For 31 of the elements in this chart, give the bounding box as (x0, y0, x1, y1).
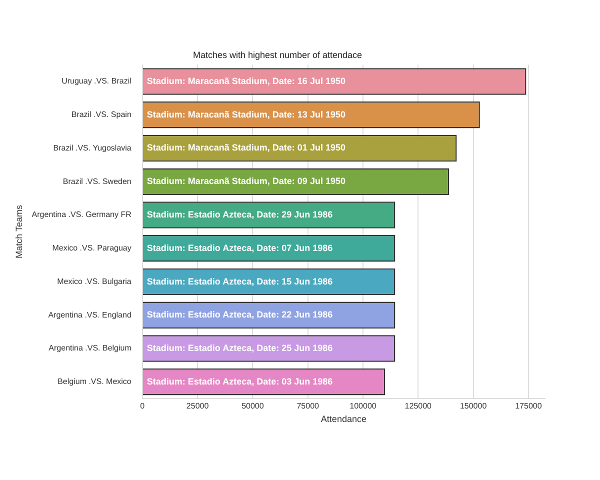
data-label: Stadium: Maracanã Stadium, Date: 13 Jul 1950 (146, 109, 346, 120)
y-tick-label: Uruguay .VS. Brazil (62, 76, 132, 86)
x-tick-label: 25000 (186, 402, 210, 411)
x-tick-label: 75000 (296, 402, 320, 411)
x-tick-label: 100000 (350, 402, 377, 411)
x-tick-label: 125000 (404, 402, 432, 411)
x-tick-label: 175000 (515, 402, 542, 411)
data-label: Stadium: Estadio Azteca, Date: 03 Jun 1986 (146, 376, 333, 386)
data-label: Stadium: Maracanã Stadium, Date: 09 Jul 1950 (146, 176, 346, 186)
y-tick-label: Mexico .VS. Bulgaria (57, 276, 132, 286)
data-label: Stadium: Maracanã Stadium, Date: 16 Jul 1950 (146, 76, 346, 86)
data-label: Stadium: Maracanã Stadium, Date: 01 Jul 1950 (146, 142, 346, 153)
x-tick-label: 150000 (460, 402, 488, 411)
y-tick-label: Argentina .VS. England (48, 310, 132, 320)
data-label: Stadium: Estadio Azteca, Date: 29 Jun 1986 (146, 209, 333, 220)
y-tick-label: Mexico .VS. Paraguay (52, 244, 132, 253)
y-tick-label: Brazil .VS. Yugoslavia (53, 143, 132, 152)
x-axis-title: Attendance (320, 414, 366, 424)
data-label: Stadium: Estadio Azteca, Date: 25 Jun 1986 (146, 343, 333, 354)
data-label: Stadium: Estadio Azteca, Date: 22 Jun 1986 (146, 310, 333, 320)
x-tick-label: 50000 (242, 402, 264, 411)
y-tick-label: Belgium .VS. Mexico (58, 377, 132, 386)
data-label: Stadium: Estadio Azteca, Date: 15 Jun 1986 (146, 276, 333, 286)
x-tick-label: 0 (140, 402, 146, 411)
y-tick-label: Brazil .VS. Spain (71, 110, 132, 120)
data-label: Stadium: Estadio Azteca, Date: 07 Jun 1986 (146, 242, 333, 253)
chart-title: Matches with highest number of attendace (192, 50, 362, 60)
y-tick-label: Argentina .VS. Belgium (48, 344, 132, 353)
y-tick-label: Argentina .VS. Germany FR (32, 210, 132, 220)
y-tick-label: Brazil .VS. Sweden (62, 176, 132, 186)
y-axis-title: Match Teams (14, 204, 24, 258)
